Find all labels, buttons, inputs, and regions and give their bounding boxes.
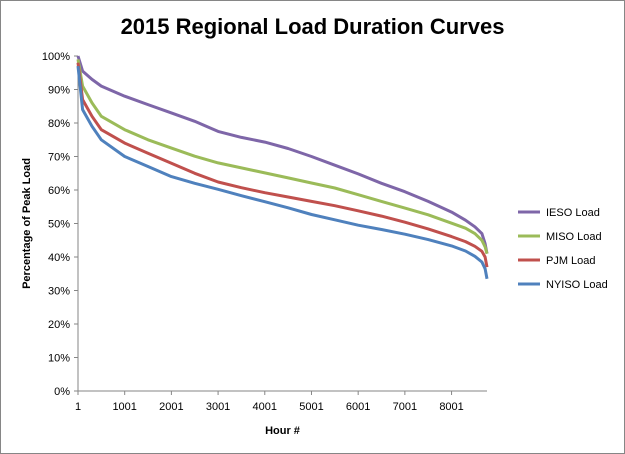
y-tick-label: 0% — [54, 386, 70, 398]
y-tick-label: 10% — [48, 353, 70, 365]
x-tick-label: 5001 — [299, 401, 323, 413]
y-tick-label: 80% — [48, 118, 70, 130]
y-tick-label: 50% — [48, 219, 70, 231]
y-axis-label: Percentage of Peak Load — [21, 158, 33, 289]
x-tick-label: 1 — [75, 401, 81, 413]
x-tick-label: 8001 — [439, 401, 463, 413]
legend-label: IESO Load — [546, 207, 600, 219]
y-tick-label: 30% — [48, 286, 70, 298]
y-tick-label: 20% — [48, 319, 70, 331]
legend-label: PJM Load — [546, 255, 596, 267]
y-tick-label: 70% — [48, 152, 70, 164]
y-tick-label: 90% — [48, 85, 70, 97]
y-tick-label: 100% — [42, 51, 70, 63]
y-tick-label: 60% — [48, 185, 70, 197]
series-line-ieso — [76, 55, 489, 254]
legend-label: NYISO Load — [546, 279, 608, 291]
x-axis-label: Hour # — [265, 425, 300, 437]
x-tick-label: 3001 — [206, 401, 230, 413]
x-tick-label: 4001 — [253, 401, 277, 413]
x-tick-label: 7001 — [393, 401, 417, 413]
series-line-miso — [76, 59, 489, 255]
x-tick-label: 1001 — [112, 401, 136, 413]
chart-title: 2015 Regional Load Duration Curves — [120, 14, 505, 39]
x-tick-label: 2001 — [159, 401, 183, 413]
series-line-nyiso — [76, 65, 489, 280]
x-tick-label: 6001 — [346, 401, 370, 413]
series-line-pjm — [76, 62, 489, 268]
y-tick-label: 40% — [48, 252, 70, 264]
legend-label: MISO Load — [546, 231, 602, 243]
